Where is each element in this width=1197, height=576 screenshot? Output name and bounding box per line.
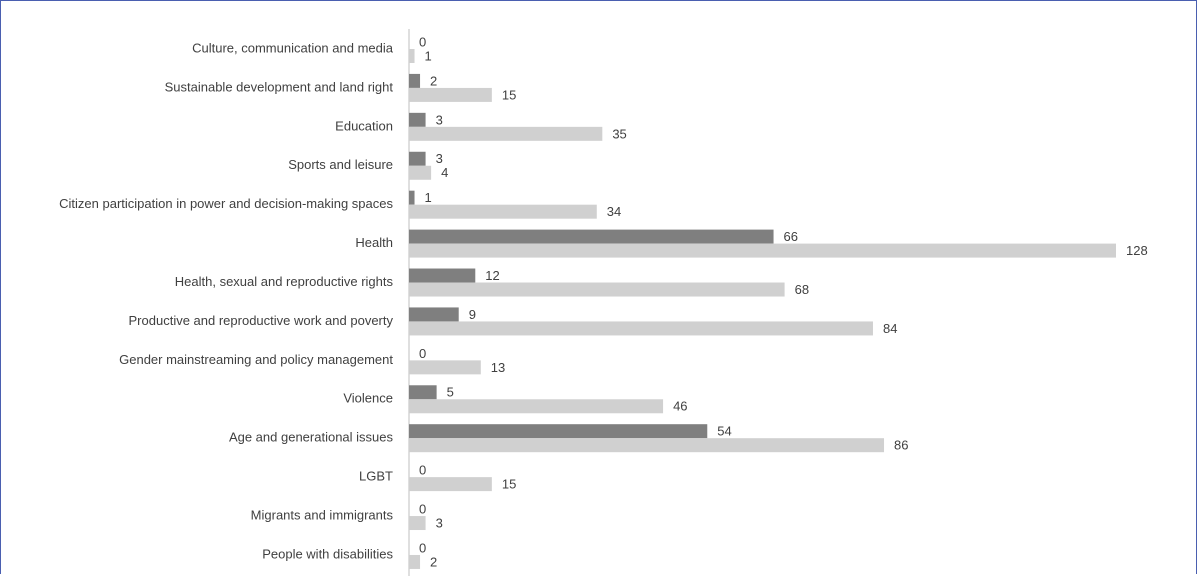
data-label: 0 — [419, 346, 426, 361]
bar-series-2 — [409, 477, 492, 491]
data-label: 9 — [469, 307, 476, 322]
bar-series-1 — [409, 385, 437, 399]
category-label: Citizen participation in power and decis… — [59, 196, 393, 211]
category-label: Age and generational issues — [229, 430, 394, 445]
category-label: Sports and leisure — [288, 157, 393, 172]
data-label: 0 — [419, 540, 426, 555]
category-label: Culture, communication and media — [192, 40, 394, 55]
bar-series-2 — [409, 127, 602, 141]
bar-series-2 — [409, 516, 426, 530]
data-label: 2 — [430, 73, 437, 88]
category-label: Health, sexual and reproductive rights — [175, 274, 394, 289]
data-label: 4 — [441, 165, 448, 180]
data-label: 3 — [436, 151, 443, 166]
data-label: 0 — [419, 501, 426, 516]
bar-series-1 — [409, 307, 459, 321]
category-label: Education — [335, 118, 393, 133]
data-label: 2 — [430, 554, 437, 569]
data-label: 3 — [436, 112, 443, 127]
data-label: 1 — [425, 190, 432, 205]
data-label: 86 — [894, 438, 908, 453]
bar-series-2 — [409, 360, 481, 374]
bar-series-2 — [409, 205, 597, 219]
data-label: 0 — [419, 34, 426, 49]
category-label: Health — [355, 235, 393, 250]
data-label: 34 — [607, 204, 621, 219]
data-label: 84 — [883, 321, 897, 336]
data-label: 15 — [502, 477, 516, 492]
data-label: 54 — [717, 424, 731, 439]
bar-series-2 — [409, 283, 785, 297]
data-label: 5 — [447, 385, 454, 400]
bar-series-2 — [409, 438, 884, 452]
bar-series-1 — [409, 269, 475, 283]
data-label: 0 — [419, 463, 426, 478]
bar-series-2 — [409, 321, 873, 335]
bar-series-2 — [409, 88, 492, 102]
category-label: Violence — [343, 391, 393, 406]
category-label: Sustainable development and land right — [165, 79, 394, 94]
category-label: Productive and reproductive work and pov… — [129, 313, 394, 328]
data-label: 12 — [485, 268, 499, 283]
category-label: People with disabilities — [262, 546, 393, 561]
category-label: LGBT — [359, 469, 393, 484]
data-label: 66 — [784, 229, 798, 244]
data-label: 15 — [502, 87, 516, 102]
bar-series-2 — [409, 399, 663, 413]
bar-series-2 — [409, 244, 1116, 258]
data-label: 68 — [795, 282, 809, 297]
data-label: 35 — [612, 126, 626, 141]
category-label: Gender mainstreaming and policy manageme… — [119, 352, 393, 367]
data-label: 3 — [436, 515, 443, 530]
bar-series-1 — [409, 113, 426, 127]
bar-series-2 — [409, 166, 431, 180]
bar-series-2 — [409, 49, 415, 63]
bar-series-1 — [409, 152, 426, 166]
data-label: 128 — [1126, 243, 1148, 258]
bar-series-2 — [409, 555, 420, 569]
data-label: 1 — [425, 48, 432, 63]
bar-series-1 — [409, 424, 707, 438]
data-label: 46 — [673, 399, 687, 414]
category-label: Migrants and immigrants — [251, 507, 394, 522]
data-label: 13 — [491, 360, 505, 375]
bar-series-1 — [409, 191, 415, 205]
bar-series-1 — [409, 230, 774, 244]
bar-series-1 — [409, 74, 420, 88]
